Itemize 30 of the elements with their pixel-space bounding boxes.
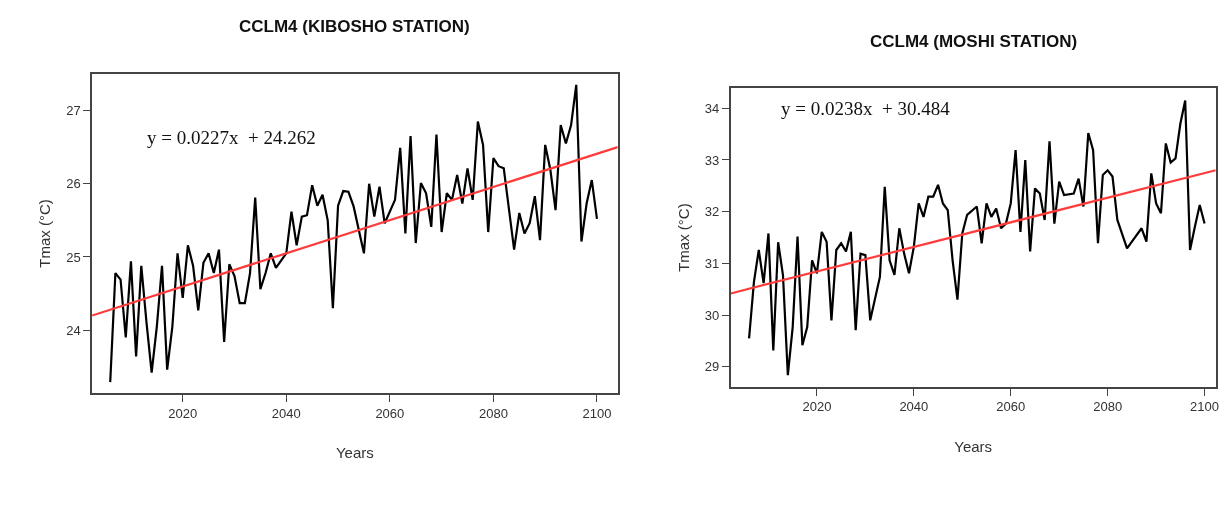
x-tick-label: 2040: [899, 399, 929, 415]
x-axis-title: Years: [335, 444, 374, 462]
y-tick-label: 29: [704, 359, 720, 375]
x-tick-label: 2080: [1093, 399, 1123, 415]
y-tick-label: 31: [704, 255, 720, 271]
y-tick-label: 30: [704, 307, 720, 323]
y-tick-label: 34: [704, 100, 720, 116]
line-series: [747, 99, 1206, 377]
chart-title: CCLM4 (MOSHI STATION): [870, 32, 1078, 51]
x-tick-label: 2040: [271, 405, 301, 421]
y-axis-title: Tmax (°C): [36, 199, 54, 268]
x-tick-label: 2100: [582, 405, 612, 421]
x-tick-label: 2060: [996, 399, 1026, 415]
y-tick-label: 26: [66, 176, 81, 192]
x-axis-title: Years: [954, 437, 993, 455]
x-tick-label: 2020: [802, 399, 832, 415]
x-tick-label: 2100: [1190, 399, 1220, 415]
x-tick-label: 2080: [478, 405, 508, 421]
y-tick-label: 27: [66, 103, 81, 119]
y-tick-label: 32: [704, 204, 720, 220]
x-tick-label: 2020: [168, 405, 198, 421]
y-tick-label: 33: [704, 152, 720, 168]
line-series: [109, 83, 599, 384]
chart-title: CCLM4 (KIBOSHO STATION): [239, 17, 470, 36]
y-axis-title: Tmax (°C): [674, 203, 692, 272]
annotation: y = 0.0227x + 24.262: [147, 127, 316, 148]
annotation: y = 0.0238x + 30.484: [781, 98, 951, 119]
y-tick-label: 24: [66, 322, 81, 338]
y-tick-label: 25: [66, 249, 81, 265]
x-tick-label: 2060: [375, 405, 405, 421]
